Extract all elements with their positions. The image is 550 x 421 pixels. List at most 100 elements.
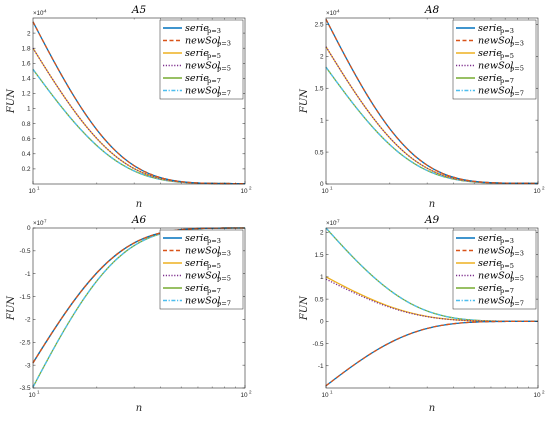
- y-tick-label: 1.6: [22, 60, 31, 67]
- legend-subscript: p=5: [207, 52, 221, 60]
- y-axis-label: FUN: [299, 295, 310, 321]
- legend-subscript: p=5: [500, 52, 514, 60]
- legend-label: serie: [185, 73, 209, 84]
- y-tick-label: 1.5: [315, 252, 324, 259]
- y-exponent-value: -4: [336, 8, 341, 13]
- legend-box: [452, 229, 537, 310]
- x-tick-exponent: 1: [37, 390, 40, 395]
- legend-subscript: p=5: [500, 262, 514, 270]
- legend-subscript: p=3: [207, 27, 221, 35]
- y-exponent-value: -7: [43, 218, 48, 223]
- legend-label: serie: [478, 73, 502, 84]
- legend-label: serie: [478, 258, 502, 269]
- y-tick-label: 0.8: [22, 121, 31, 128]
- legend-label: serie: [478, 233, 502, 244]
- chart-title: A9: [424, 214, 440, 226]
- chart-title: A8: [424, 4, 440, 16]
- legend-subscript: p=7: [500, 77, 514, 85]
- legend-label: serie: [185, 23, 209, 34]
- x-tick-exponent: 2: [249, 390, 252, 395]
- legend-subscript: p=5: [510, 275, 524, 283]
- series-line-newSol-p=3: [325, 320, 538, 387]
- series-line-newSol-p=7: [325, 227, 538, 322]
- legend-subscript: p=7: [217, 300, 231, 308]
- x-tick-exponent: 2: [542, 186, 545, 191]
- legend-subscript: p=3: [510, 250, 524, 258]
- y-exponent-value: -4: [43, 8, 48, 13]
- y-tick-label: -0.5: [19, 248, 30, 255]
- x-tick-label: 10: [321, 188, 329, 195]
- y-tick-label: 1: [27, 106, 31, 113]
- y-tick-label: 0.5: [315, 149, 324, 156]
- y-tick-label: 0: [320, 181, 324, 188]
- axes-box: [325, 17, 539, 185]
- y-tick-label: 1: [320, 274, 324, 281]
- legend-subscript: p=3: [217, 40, 231, 48]
- y-tick-label: 2: [27, 30, 31, 37]
- series-line-newSol-p=3: [325, 18, 538, 184]
- legend: seriep=3newSolp=3seriep=5newSolp=5seriep…: [159, 229, 244, 310]
- legend-subscript: p=3: [500, 237, 514, 245]
- axes-box: [325, 227, 539, 389]
- y-tick-label: 0.4: [22, 151, 31, 158]
- axes-box: [32, 227, 246, 389]
- legend-label: newSol: [478, 36, 514, 47]
- x-tick-exponent: 2: [542, 390, 545, 395]
- y-axis-label: FUN: [299, 88, 310, 114]
- x-tick-label: 10: [240, 392, 248, 399]
- axes-box: [32, 17, 246, 185]
- legend-label: newSol: [478, 296, 514, 307]
- x-axis-label: n: [136, 199, 142, 210]
- series-line-newSol-p=3: [32, 21, 245, 185]
- legend-subscript: p=7: [510, 300, 524, 308]
- y-axis-label: FUN: [6, 295, 17, 321]
- legend-subscript: p=5: [217, 275, 231, 283]
- x-tick-label: 10: [28, 188, 36, 195]
- legend-label: serie: [185, 233, 209, 244]
- series-line-serie-p=3: [325, 320, 538, 387]
- y-tick-label: 1.5: [315, 85, 324, 92]
- x-axis-label: n: [136, 403, 142, 414]
- legend-label: newSol: [185, 86, 221, 97]
- x-tick-label: 10: [321, 392, 329, 399]
- x-axis-label: n: [429, 199, 435, 210]
- y-tick-label: -1.5: [19, 294, 30, 301]
- y-exponent-label: ×10: [33, 220, 44, 227]
- legend-subscript: p=7: [207, 77, 221, 85]
- y-tick-label: 1: [320, 117, 324, 124]
- legend-subscript: p=3: [207, 237, 221, 245]
- legend-box: [159, 229, 244, 310]
- y-tick-label: -2: [25, 317, 31, 324]
- legend-label: newSol: [185, 61, 221, 72]
- y-exponent-label: ×10: [33, 10, 44, 17]
- legend-subscript: p=3: [500, 27, 514, 35]
- chart-panel-A8: 00.511.522.510 1 10 2×10 -4 A8nFUNseriep=3new…: [299, 4, 545, 210]
- legend-subscript: p=5: [510, 65, 524, 73]
- legend-subscript: p=7: [207, 287, 221, 295]
- x-tick-exponent: 2: [249, 186, 252, 191]
- legend-label: serie: [185, 283, 209, 294]
- legend-label: newSol: [185, 246, 221, 257]
- x-tick-label: 10: [533, 392, 541, 399]
- y-tick-label: 1.4: [22, 76, 31, 83]
- series-line-newSol-p=5: [32, 47, 246, 185]
- x-tick-exponent: 1: [37, 186, 40, 191]
- legend-subscript: p=7: [500, 287, 514, 295]
- y-tick-label: -3: [25, 362, 31, 369]
- x-tick-label: 10: [28, 392, 36, 399]
- legend-subscript: p=7: [217, 90, 231, 98]
- x-tick-label: 10: [240, 188, 248, 195]
- legend-label: newSol: [478, 271, 514, 282]
- y-tick-label: 0: [320, 319, 324, 326]
- legend-label: newSol: [478, 86, 514, 97]
- y-tick-label: 2: [320, 230, 324, 237]
- series-line-newSol-p=5: [325, 278, 538, 322]
- legend-subscript: p=5: [207, 262, 221, 270]
- y-tick-label: 0.6: [22, 136, 31, 143]
- x-tick-label: 10: [533, 188, 541, 195]
- legend-label: serie: [185, 258, 209, 269]
- legend-subscript: p=3: [510, 40, 524, 48]
- series-line-newSol-p=5: [325, 46, 538, 184]
